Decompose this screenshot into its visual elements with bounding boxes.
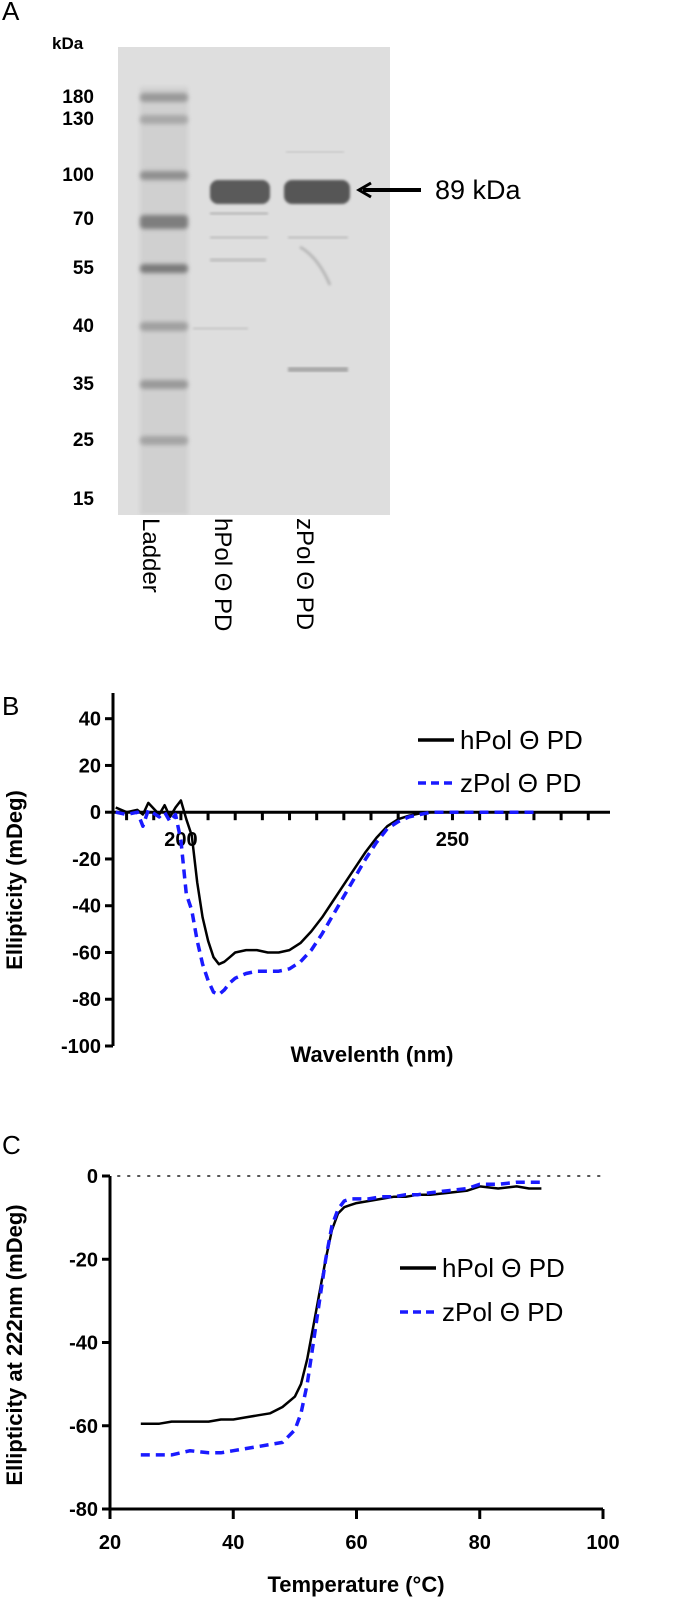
x-axis-title: Wavelenth (nm)	[291, 1042, 454, 1067]
y-tick-label: -80	[72, 989, 101, 1011]
ladder-band-25	[140, 436, 188, 445]
mw-marker-180: 180	[62, 87, 94, 108]
ladder-band-40	[140, 322, 188, 331]
band-size-annotation: 89 kDa	[435, 175, 521, 205]
mw-marker-100: 100	[62, 165, 94, 186]
gel-bands	[118, 47, 390, 515]
y-tick-label: -60	[72, 942, 101, 964]
mw-marker-25: 25	[72, 430, 94, 451]
mw-marker-35: 35	[72, 374, 94, 395]
band-hpol-89kda	[210, 180, 270, 204]
band-zpol-minor	[286, 151, 344, 153]
ladder-band-55	[140, 264, 188, 273]
lane-label-hpol: hPol Θ PD	[209, 518, 236, 632]
y-tick-label: 0	[87, 1166, 98, 1188]
legend-label-zpol: zPol Θ PD	[460, 768, 581, 798]
band-hpol-minor	[210, 236, 268, 239]
ladder-band-180	[140, 93, 188, 102]
y-axis-title: Ellipticity (mDeg)	[2, 790, 27, 970]
y-tick-label: -100	[61, 1036, 101, 1058]
band-hpol-minor	[210, 258, 266, 262]
lane-label-ladder: Ladder	[137, 518, 164, 593]
gel-image	[118, 47, 390, 515]
y-tick-label: 40	[79, 709, 101, 731]
panel-c-label: C	[2, 1130, 21, 1160]
mw-marker-55: 55	[72, 258, 94, 279]
mw-marker-130: 130	[62, 109, 94, 130]
ladder-band-35	[140, 380, 188, 389]
mw-marker-40: 40	[72, 316, 94, 337]
y-tick-label: 20	[79, 755, 101, 777]
legend-label-zpol: zPol Θ PD	[442, 1297, 563, 1327]
ladder-band-70	[140, 215, 188, 229]
x-tick-label: 60	[345, 1532, 367, 1554]
mw-unit-label: kDa	[52, 34, 84, 53]
ladder-band-130	[140, 115, 188, 124]
band-hpol-minor	[193, 327, 248, 330]
x-tick-label: 40	[222, 1532, 244, 1554]
ladder-lane	[140, 87, 188, 515]
y-tick-label: -80	[69, 1499, 98, 1521]
band-hpol-minor	[210, 212, 268, 215]
y-tick-label: -40	[69, 1333, 98, 1355]
x-axis-title: Temperature (°C)	[267, 1572, 444, 1597]
legend-label-hpol: hPol Θ PD	[442, 1253, 565, 1283]
series-line-zpol	[115, 808, 534, 997]
ladder-band-100	[140, 171, 188, 180]
band-zpol-89kda	[284, 180, 350, 204]
legend-label-hpol: hPol Θ PD	[460, 725, 583, 755]
y-axis-title: Ellipticity at 222nm (mDeg)	[2, 1204, 27, 1485]
band-zpol-minor	[288, 236, 348, 239]
arrow-icon	[356, 181, 421, 199]
x-tick-label: 80	[469, 1532, 491, 1554]
mw-marker-15: 15	[72, 489, 94, 510]
y-tick-label: 0	[90, 802, 101, 824]
y-tick-label: -40	[72, 896, 101, 918]
y-tick-label: -60	[69, 1416, 98, 1438]
band-zpol-29kda	[288, 367, 348, 372]
lane-label-zpol: zPol Θ PD	[291, 518, 318, 631]
x-tick-label: 250	[436, 829, 469, 851]
x-tick-label: 20	[99, 1532, 121, 1554]
panel-a-label: A	[2, 0, 20, 26]
mw-marker-70: 70	[72, 209, 94, 230]
panel-b-label: B	[2, 691, 20, 721]
x-tick-label: 100	[586, 1532, 619, 1554]
y-tick-label: -20	[72, 849, 101, 871]
series-line-zpol	[140, 1180, 542, 1457]
y-tick-label: -20	[69, 1249, 98, 1271]
